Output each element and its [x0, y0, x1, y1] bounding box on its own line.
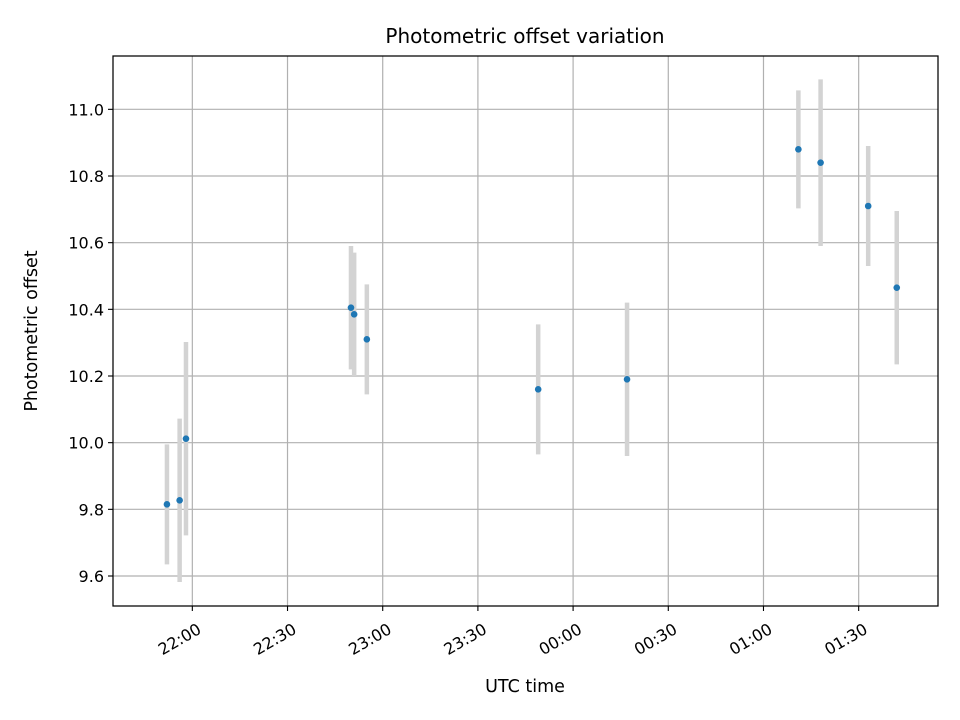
data-point — [817, 159, 824, 166]
data-point — [864, 202, 872, 210]
y-tick-label: 10.8 — [68, 167, 104, 186]
data-point — [182, 435, 190, 442]
y-tick-label: 10.2 — [68, 367, 104, 386]
data-point — [363, 336, 371, 343]
chart-title: Photometric offset variation — [385, 24, 664, 48]
data-points — [163, 146, 901, 508]
data-point — [795, 146, 802, 153]
plot-area — [113, 56, 938, 606]
data-point — [350, 311, 358, 318]
data-point — [176, 497, 183, 504]
y-tick-label: 10.4 — [68, 300, 104, 319]
y-tick-label: 9.6 — [79, 567, 104, 586]
y-axis-ticks: 9.6 9.8 10.0 10.2 10.4 10.6 10.8 11.0 — [68, 100, 113, 586]
data-point — [347, 304, 355, 311]
y-tick-label: 10.0 — [68, 434, 104, 453]
grid — [113, 56, 938, 606]
data-point — [893, 284, 901, 291]
y-axis-title: Photometric offset — [22, 250, 42, 411]
data-point — [534, 386, 542, 393]
data-point — [163, 501, 171, 508]
y-tick-label: 11.0 — [68, 100, 104, 119]
y-tick-label: 10.6 — [68, 234, 104, 253]
x-axis-title: UTC time — [485, 677, 565, 697]
plot-frame — [112, 55, 939, 607]
data-point — [623, 376, 631, 383]
y-tick-label: 9.8 — [79, 500, 104, 519]
